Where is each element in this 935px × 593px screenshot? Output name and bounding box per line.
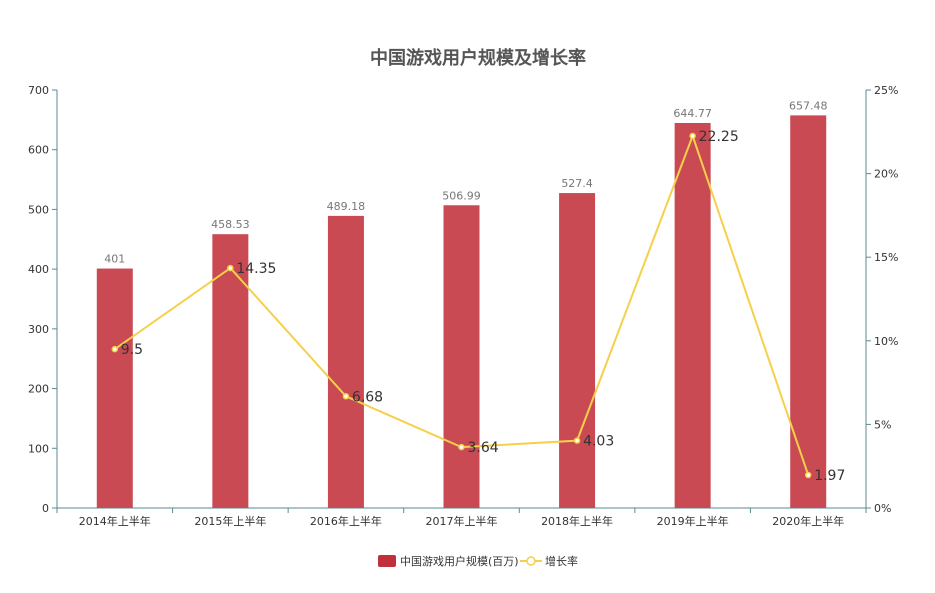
- line-point[interactable]: [111, 345, 119, 353]
- line-point[interactable]: [227, 264, 234, 272]
- line-point[interactable]: [458, 443, 465, 451]
- line-point[interactable]: [342, 393, 350, 400]
- left-tick-label: 600: [28, 144, 49, 157]
- right-tick-label: 0%: [874, 502, 891, 515]
- line-point[interactable]: [573, 437, 581, 444]
- chart-title: 中国游戏用户规模及增长率: [370, 47, 586, 69]
- bar-value-label: 644.77: [673, 107, 712, 120]
- right-tick-label: 25%: [874, 84, 898, 97]
- legend-item-line[interactable]: 增长率: [520, 554, 578, 568]
- left-tick-label: 500: [28, 203, 49, 216]
- bar[interactable]: [443, 205, 480, 508]
- left-tick-label: 400: [28, 263, 49, 276]
- left-tick-label: 0: [42, 502, 49, 515]
- x-tick-label: 2014年上半年: [79, 514, 151, 528]
- legend-label: 中国游戏用户规模(百万): [400, 554, 519, 568]
- bar-value-label: 401: [104, 253, 125, 266]
- bar[interactable]: [674, 122, 711, 509]
- left-tick-label: 700: [28, 84, 49, 97]
- bar[interactable]: [790, 115, 827, 509]
- bar[interactable]: [327, 215, 364, 509]
- line-value-label: 9.5: [121, 342, 143, 358]
- x-tick-label: 2018年上半年: [541, 514, 613, 528]
- x-tick-label: 2017年上半年: [426, 514, 498, 528]
- x-tick-label: 2019年上半年: [657, 514, 729, 528]
- line-point[interactable]: [804, 471, 812, 479]
- bar-value-label: 458.53: [211, 218, 250, 231]
- line-point[interactable]: [689, 132, 696, 140]
- right-tick-label: 10%: [874, 335, 898, 348]
- left-tick-label: 200: [28, 383, 49, 396]
- legend-item-bar[interactable]: 中国游戏用户规模(百万): [378, 554, 519, 568]
- right-tick-label: 5%: [874, 418, 891, 431]
- legend-point-swatch: [526, 556, 536, 566]
- line-value-label: 1.97: [814, 468, 845, 484]
- right-tick-label: 20%: [874, 168, 898, 181]
- line-value-label: 22.25: [699, 129, 739, 145]
- line-value-label: 6.68: [352, 389, 383, 405]
- left-tick-label: 100: [28, 442, 49, 455]
- bar[interactable]: [559, 193, 596, 508]
- line-value-label: 3.64: [468, 440, 499, 456]
- right-tick-label: 15%: [874, 251, 898, 264]
- x-tick-label: 2020年上半年: [772, 514, 844, 528]
- legend[interactable]: 中国游戏用户规模(百万) 增长率: [378, 554, 578, 568]
- line-value-label: 14.35: [236, 261, 276, 277]
- line-series: 9.5 14.35 6.68 3.64 4.03 22.25 1.97: [111, 129, 845, 484]
- x-tick-label: 2016年上半年: [310, 514, 382, 528]
- bar-value-label: 489.18: [327, 200, 366, 213]
- axes: 0 100 200 300 400 500 600 700 0% 5% 10% 15% 20% 25% 20…: [28, 84, 898, 528]
- legend-bar-swatch: [378, 555, 396, 567]
- line-value-label: 4.03: [583, 434, 614, 450]
- bar-value-label: 657.48: [789, 99, 828, 112]
- x-tick-label: 2015年上半年: [194, 514, 266, 528]
- bar[interactable]: [96, 268, 133, 508]
- legend-label: 增长率: [545, 554, 578, 568]
- bar-value-label: 506.99: [442, 189, 481, 202]
- bar[interactable]: [212, 234, 249, 509]
- bar-value-label: 527.4: [561, 177, 593, 190]
- left-tick-label: 300: [28, 323, 49, 336]
